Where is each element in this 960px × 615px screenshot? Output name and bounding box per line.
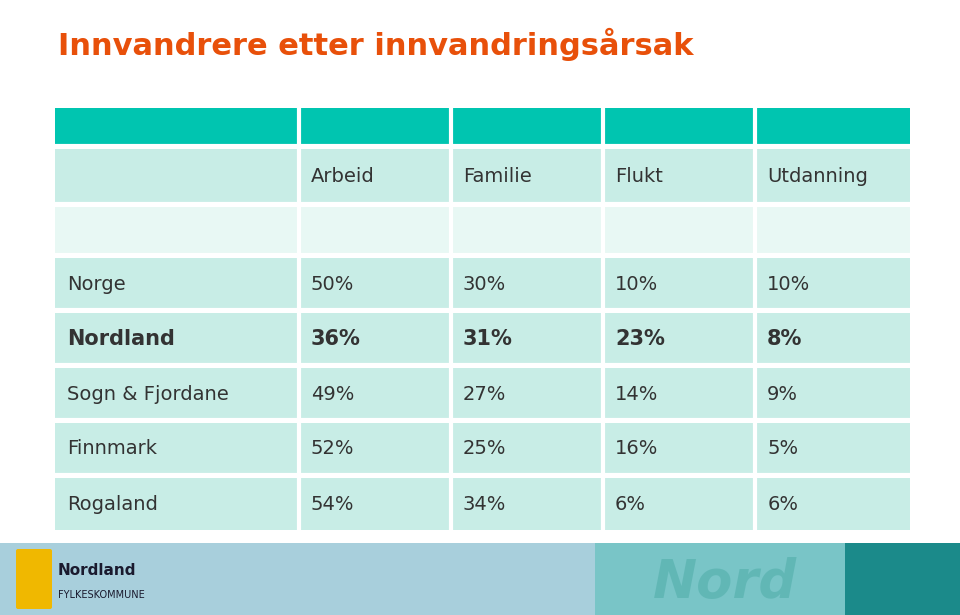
Text: 52%: 52% <box>311 440 354 459</box>
Text: 10%: 10% <box>767 274 810 293</box>
Text: 23%: 23% <box>615 329 665 349</box>
Text: 16%: 16% <box>615 440 659 459</box>
Text: 10%: 10% <box>615 274 659 293</box>
Bar <box>55 313 910 365</box>
Bar <box>55 149 910 204</box>
Bar <box>595 543 960 615</box>
Text: 31%: 31% <box>463 329 513 349</box>
Bar <box>55 207 910 255</box>
Bar <box>55 368 910 420</box>
Text: 36%: 36% <box>311 329 361 349</box>
Text: Sogn & Fjordane: Sogn & Fjordane <box>67 384 228 403</box>
Text: Nordland: Nordland <box>58 563 136 578</box>
Text: 34%: 34% <box>463 494 506 514</box>
Bar <box>0 543 960 615</box>
Text: Arbeid: Arbeid <box>311 167 374 186</box>
Text: Nordland: Nordland <box>67 329 175 349</box>
Text: 14%: 14% <box>615 384 659 403</box>
Text: Innvandrere etter innvandringsårsak: Innvandrere etter innvandringsårsak <box>58 28 693 61</box>
Text: 27%: 27% <box>463 384 506 403</box>
Text: 8%: 8% <box>767 329 803 349</box>
Text: Finnmark: Finnmark <box>67 440 157 459</box>
Text: Norge: Norge <box>67 274 126 293</box>
Text: Familie: Familie <box>463 167 532 186</box>
Text: 5%: 5% <box>767 440 799 459</box>
Bar <box>55 478 910 530</box>
FancyBboxPatch shape <box>16 549 52 609</box>
Text: 49%: 49% <box>311 384 354 403</box>
Text: 6%: 6% <box>767 494 799 514</box>
Text: 9%: 9% <box>767 384 799 403</box>
Text: 25%: 25% <box>463 440 506 459</box>
Text: Nord: Nord <box>653 557 797 609</box>
Text: 6%: 6% <box>615 494 646 514</box>
Text: 30%: 30% <box>463 274 506 293</box>
Text: FYLKESKOMMUNE: FYLKESKOMMUNE <box>58 590 145 600</box>
Bar <box>55 423 910 475</box>
Bar <box>55 258 910 310</box>
Text: 54%: 54% <box>311 494 354 514</box>
Bar <box>845 543 960 615</box>
Bar <box>55 108 910 146</box>
Text: 50%: 50% <box>311 274 354 293</box>
Text: Rogaland: Rogaland <box>67 494 157 514</box>
Text: Flukt: Flukt <box>615 167 663 186</box>
Text: Utdanning: Utdanning <box>767 167 868 186</box>
